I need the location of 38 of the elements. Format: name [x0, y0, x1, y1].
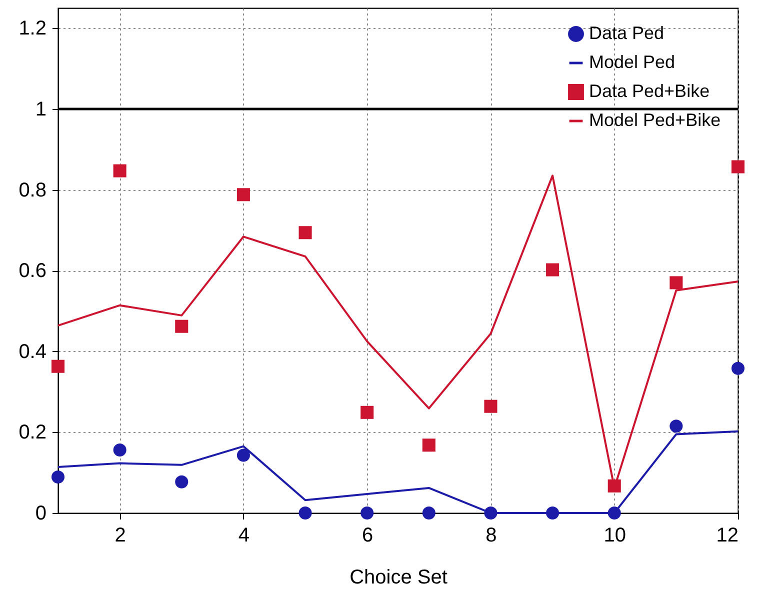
- x-tick-label: 2: [114, 524, 126, 546]
- y-tick-label: 1.2: [18, 18, 46, 40]
- point: [298, 226, 312, 240]
- point: [236, 448, 250, 462]
- point: [113, 164, 126, 178]
- point: [422, 438, 436, 452]
- y-tick-label: 0.2: [18, 422, 46, 444]
- x-tick-label: 8: [486, 524, 497, 546]
- legend-label: Model Ped+Bike: [589, 110, 721, 130]
- point: [113, 443, 126, 456]
- x-axis-title: Choice Set: [350, 566, 448, 588]
- y-tick-label: 1: [35, 98, 46, 120]
- y-tick-label: 0: [35, 502, 46, 524]
- x-tick-label: 12: [716, 524, 738, 546]
- point: [360, 406, 374, 419]
- point: [298, 506, 312, 520]
- point: [546, 263, 560, 276]
- point: [360, 506, 374, 520]
- x-tick-label: 10: [604, 524, 626, 546]
- y-tick-label: 0.4: [18, 340, 46, 363]
- point: [51, 360, 65, 373]
- point: [484, 400, 498, 413]
- point: [175, 320, 188, 333]
- point: [670, 420, 683, 433]
- point: [175, 475, 188, 488]
- legend-label: Data Ped+Bike: [589, 81, 710, 101]
- x-tick-label: 4: [238, 524, 250, 546]
- point: [422, 506, 436, 520]
- point: [236, 188, 250, 202]
- x-tick-label: 6: [362, 524, 374, 546]
- point: [731, 362, 745, 375]
- y-tick-label: 0.6: [18, 260, 46, 282]
- legend-label: Model Ped: [589, 52, 676, 72]
- y-tick-label: 0.8: [18, 179, 46, 202]
- legend-label: Data Ped: [589, 23, 664, 43]
- point: [51, 470, 65, 484]
- point: [670, 276, 683, 290]
- point: [731, 160, 745, 174]
